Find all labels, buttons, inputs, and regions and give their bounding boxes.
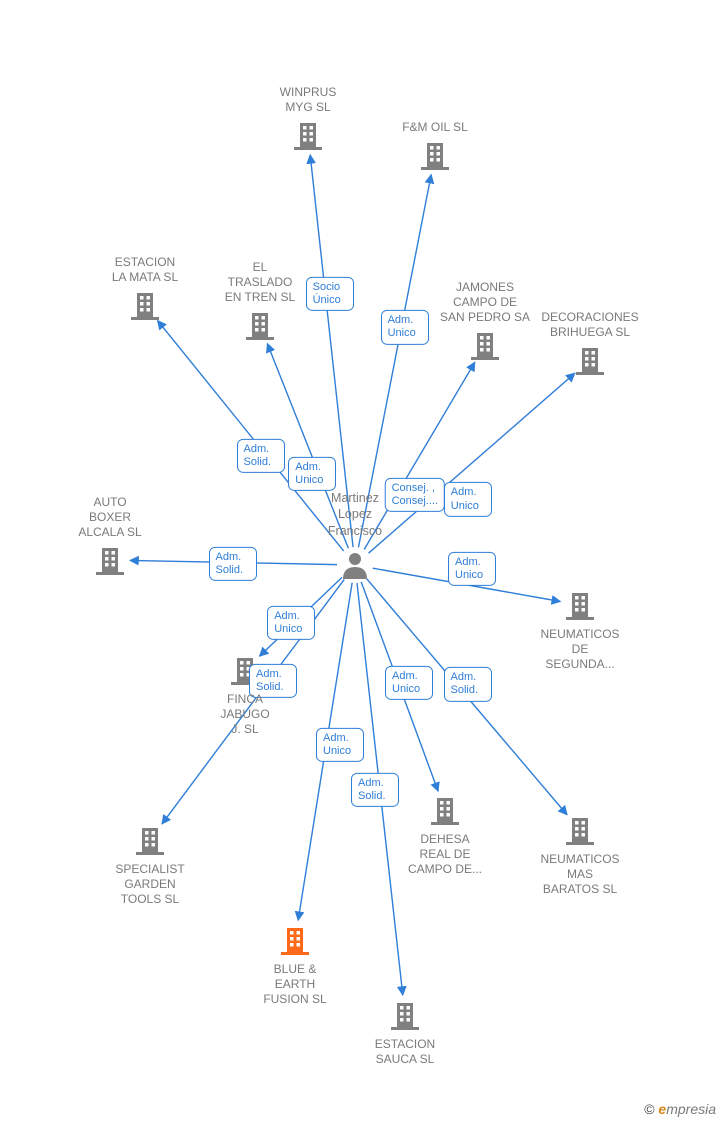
edge-decor	[369, 373, 575, 553]
company-label: JAMONES CAMPO DE SAN PEDRO SA	[425, 280, 545, 325]
edge-lamata	[158, 321, 344, 551]
company-node[interactable]: AUTO BOXER ALCALA SL	[50, 495, 170, 544]
company-label: DECORACIONES BRIHUEGA SL	[530, 310, 650, 340]
brand-rest: mpresia	[666, 1101, 716, 1117]
company-label: NEUMATICOS MAS BARATOS SL	[520, 852, 640, 897]
center-person-label: Martinez Lopez Francisco	[328, 490, 382, 539]
edge-label-traslado: Adm. Unico	[288, 457, 336, 491]
person-icon[interactable]	[343, 553, 367, 579]
edge-label-autobox: Adm. Solid.	[209, 546, 257, 580]
company-node[interactable]: ESTACION LA MATA SL	[85, 255, 205, 289]
company-label: F&M OIL SL	[375, 120, 495, 135]
edge-label-neubar: Adm. Solid.	[444, 667, 492, 701]
building-icon[interactable]	[471, 333, 499, 360]
company-node[interactable]: DECORACIONES BRIHUEGA SL	[530, 310, 650, 344]
edge-label-sauca: Adm. Solid.	[351, 773, 399, 807]
credit: © empresia	[644, 1101, 716, 1117]
edge-label-decor: Adm. Unico	[444, 482, 492, 516]
company-label: WINPRUS MYG SL	[248, 85, 368, 115]
building-icon[interactable]	[566, 593, 594, 620]
company-node[interactable]: WINPRUS MYG SL	[248, 85, 368, 119]
edge-label-finca: Adm. Unico	[267, 606, 315, 640]
company-label: EL TRASLADO EN TREN SL	[200, 260, 320, 305]
edge-label-blue: Adm. Unico	[316, 728, 364, 762]
edge-label-dehesa: Adm. Unico	[385, 665, 433, 699]
company-node[interactable]: NEUMATICOS MAS BARATOS SL	[520, 848, 640, 897]
building-icon[interactable]	[566, 818, 594, 845]
company-label: NEUMATICOS DE SEGUNDA...	[520, 627, 640, 672]
building-icon[interactable]	[131, 293, 159, 320]
company-label: SPECIALIST GARDEN TOOLS SL	[90, 862, 210, 907]
building-icon[interactable]	[294, 123, 322, 150]
company-label: BLUE & EARTH FUSION SL	[235, 962, 355, 1007]
building-icon[interactable]	[391, 1003, 419, 1030]
edge-label-neuseg: Adm. Unico	[448, 552, 496, 586]
company-label: ESTACION LA MATA SL	[85, 255, 205, 285]
company-node[interactable]: SPECIALIST GARDEN TOOLS SL	[90, 858, 210, 907]
company-node[interactable]: ESTACION SAUCA SL	[345, 1033, 465, 1067]
company-node[interactable]: FINCA JABUGO J. SL	[185, 688, 305, 737]
company-node[interactable]: DEHESA REAL DE CAMPO DE...	[385, 828, 505, 877]
building-icon[interactable]	[136, 828, 164, 855]
edge-label-fmoil: Adm. Unico	[381, 310, 429, 344]
company-node[interactable]: NEUMATICOS DE SEGUNDA...	[520, 623, 640, 672]
company-label: DEHESA REAL DE CAMPO DE...	[385, 832, 505, 877]
edge-label-jamones: Consej. , Consej....	[385, 477, 445, 511]
diagram-canvas	[0, 0, 728, 1125]
company-node[interactable]: JAMONES CAMPO DE SAN PEDRO SA	[425, 280, 545, 329]
company-label: FINCA JABUGO J. SL	[185, 692, 305, 737]
building-icon[interactable]	[421, 143, 449, 170]
company-label: AUTO BOXER ALCALA SL	[50, 495, 170, 540]
building-icon[interactable]	[96, 548, 124, 575]
company-node[interactable]: EL TRASLADO EN TREN SL	[200, 260, 320, 309]
company-label: ESTACION SAUCA SL	[345, 1037, 465, 1067]
building-icon[interactable]	[431, 798, 459, 825]
building-icon[interactable]	[281, 928, 309, 955]
copyright-symbol: ©	[644, 1101, 654, 1117]
edge-label-lamata: Adm. Solid.	[237, 439, 285, 473]
building-icon[interactable]	[576, 348, 604, 375]
company-node[interactable]: BLUE & EARTH FUSION SL	[235, 958, 355, 1007]
building-icon[interactable]	[246, 313, 274, 340]
company-node[interactable]: F&M OIL SL	[375, 120, 495, 139]
